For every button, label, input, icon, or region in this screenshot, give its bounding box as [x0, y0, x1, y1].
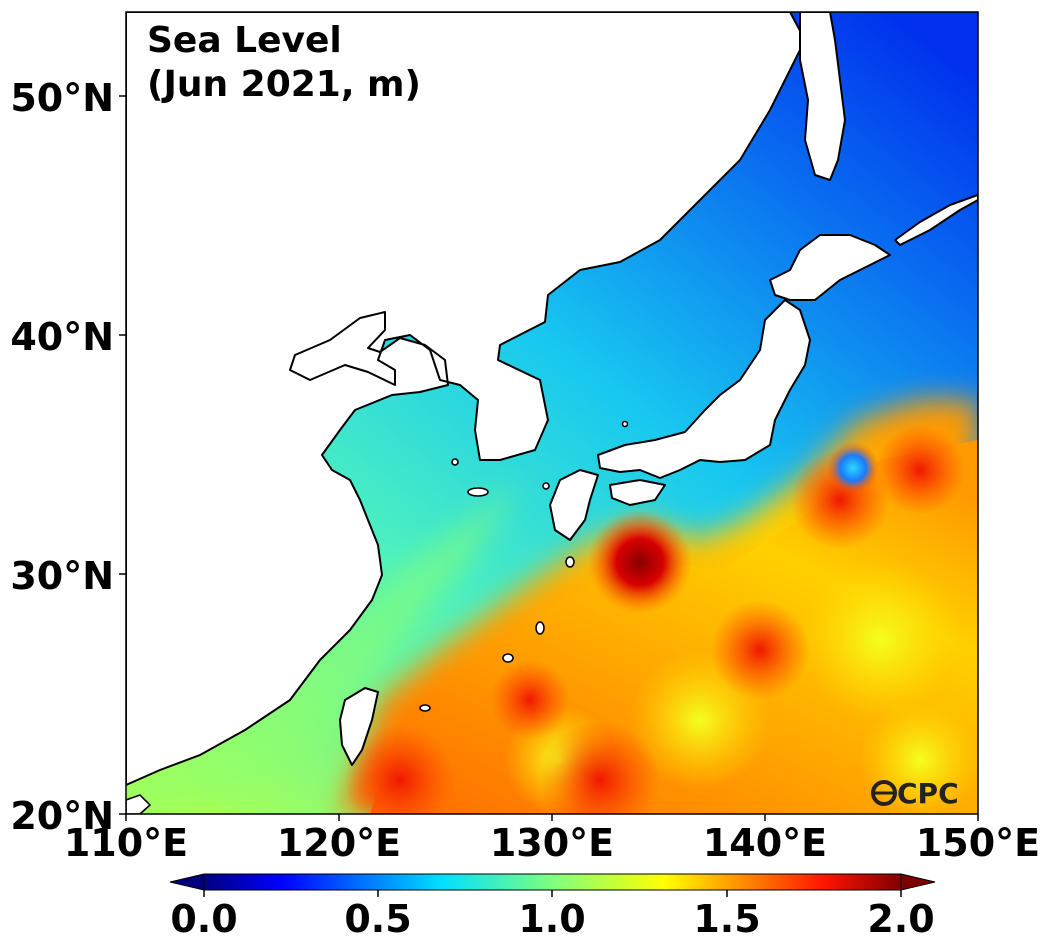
lat-tick-40: 40°N: [10, 315, 114, 359]
kamchatka-kuril-land: [894, 194, 978, 246]
taiwan-island: [339, 687, 379, 766]
axis-ticks: [119, 95, 979, 821]
sakhalin-island: [799, 12, 846, 181]
map-title-line2: (Jun 2021, m): [147, 64, 421, 105]
hainan-island: [126, 794, 152, 814]
small-islet: [451, 458, 459, 466]
ocpc-logo-icon: [871, 780, 897, 806]
colorbar-tick-3: 1.5: [693, 897, 760, 941]
lat-tick-30: 30°N: [10, 554, 114, 598]
colorbar-gradient: [204, 874, 901, 890]
ryukyu-islet-2: [502, 653, 514, 663]
lon-tick-120: 120°E: [277, 821, 401, 865]
colorbar-tick-0: 0.0: [170, 897, 237, 941]
colorbar-tick-1: 0.5: [344, 897, 411, 941]
colorbar-high-extend-arrow: [900, 873, 936, 891]
ryukyu-islet-4: [565, 556, 575, 568]
jeju-island: [467, 487, 489, 497]
shikoku-island: [609, 479, 666, 506]
lon-tick-150: 150°E: [916, 821, 1040, 865]
honshu-island: [597, 299, 811, 479]
asian-continent-land: [126, 12, 806, 786]
ryukyu-islet-1: [535, 621, 545, 635]
oki-islet: [621, 420, 629, 428]
lon-tick-130: 130°E: [490, 821, 614, 865]
colorbar-tick-4: 2.0: [867, 897, 934, 941]
hokkaido-island: [769, 234, 891, 301]
colorbar-low-extend-arrow: [169, 873, 205, 891]
lon-tick-110: 110°E: [64, 821, 188, 865]
kyushu-island: [549, 469, 599, 541]
ocpc-logo-text: CPC: [897, 777, 959, 810]
lat-tick-20: 20°N: [10, 794, 114, 838]
tsushima-islet: [542, 482, 550, 490]
lat-tick-50: 50°N: [10, 76, 114, 120]
lon-tick-140: 140°E: [703, 821, 827, 865]
ocpc-logo: CPC: [871, 777, 959, 810]
colorbar: 0.0 0.5 1.0 1.5 2.0: [169, 873, 936, 941]
map-title-line1: Sea Level: [147, 20, 342, 61]
colorbar-tick-2: 1.0: [518, 897, 585, 941]
land-layer: [126, 12, 978, 814]
ryukyu-islet-3: [419, 704, 431, 712]
